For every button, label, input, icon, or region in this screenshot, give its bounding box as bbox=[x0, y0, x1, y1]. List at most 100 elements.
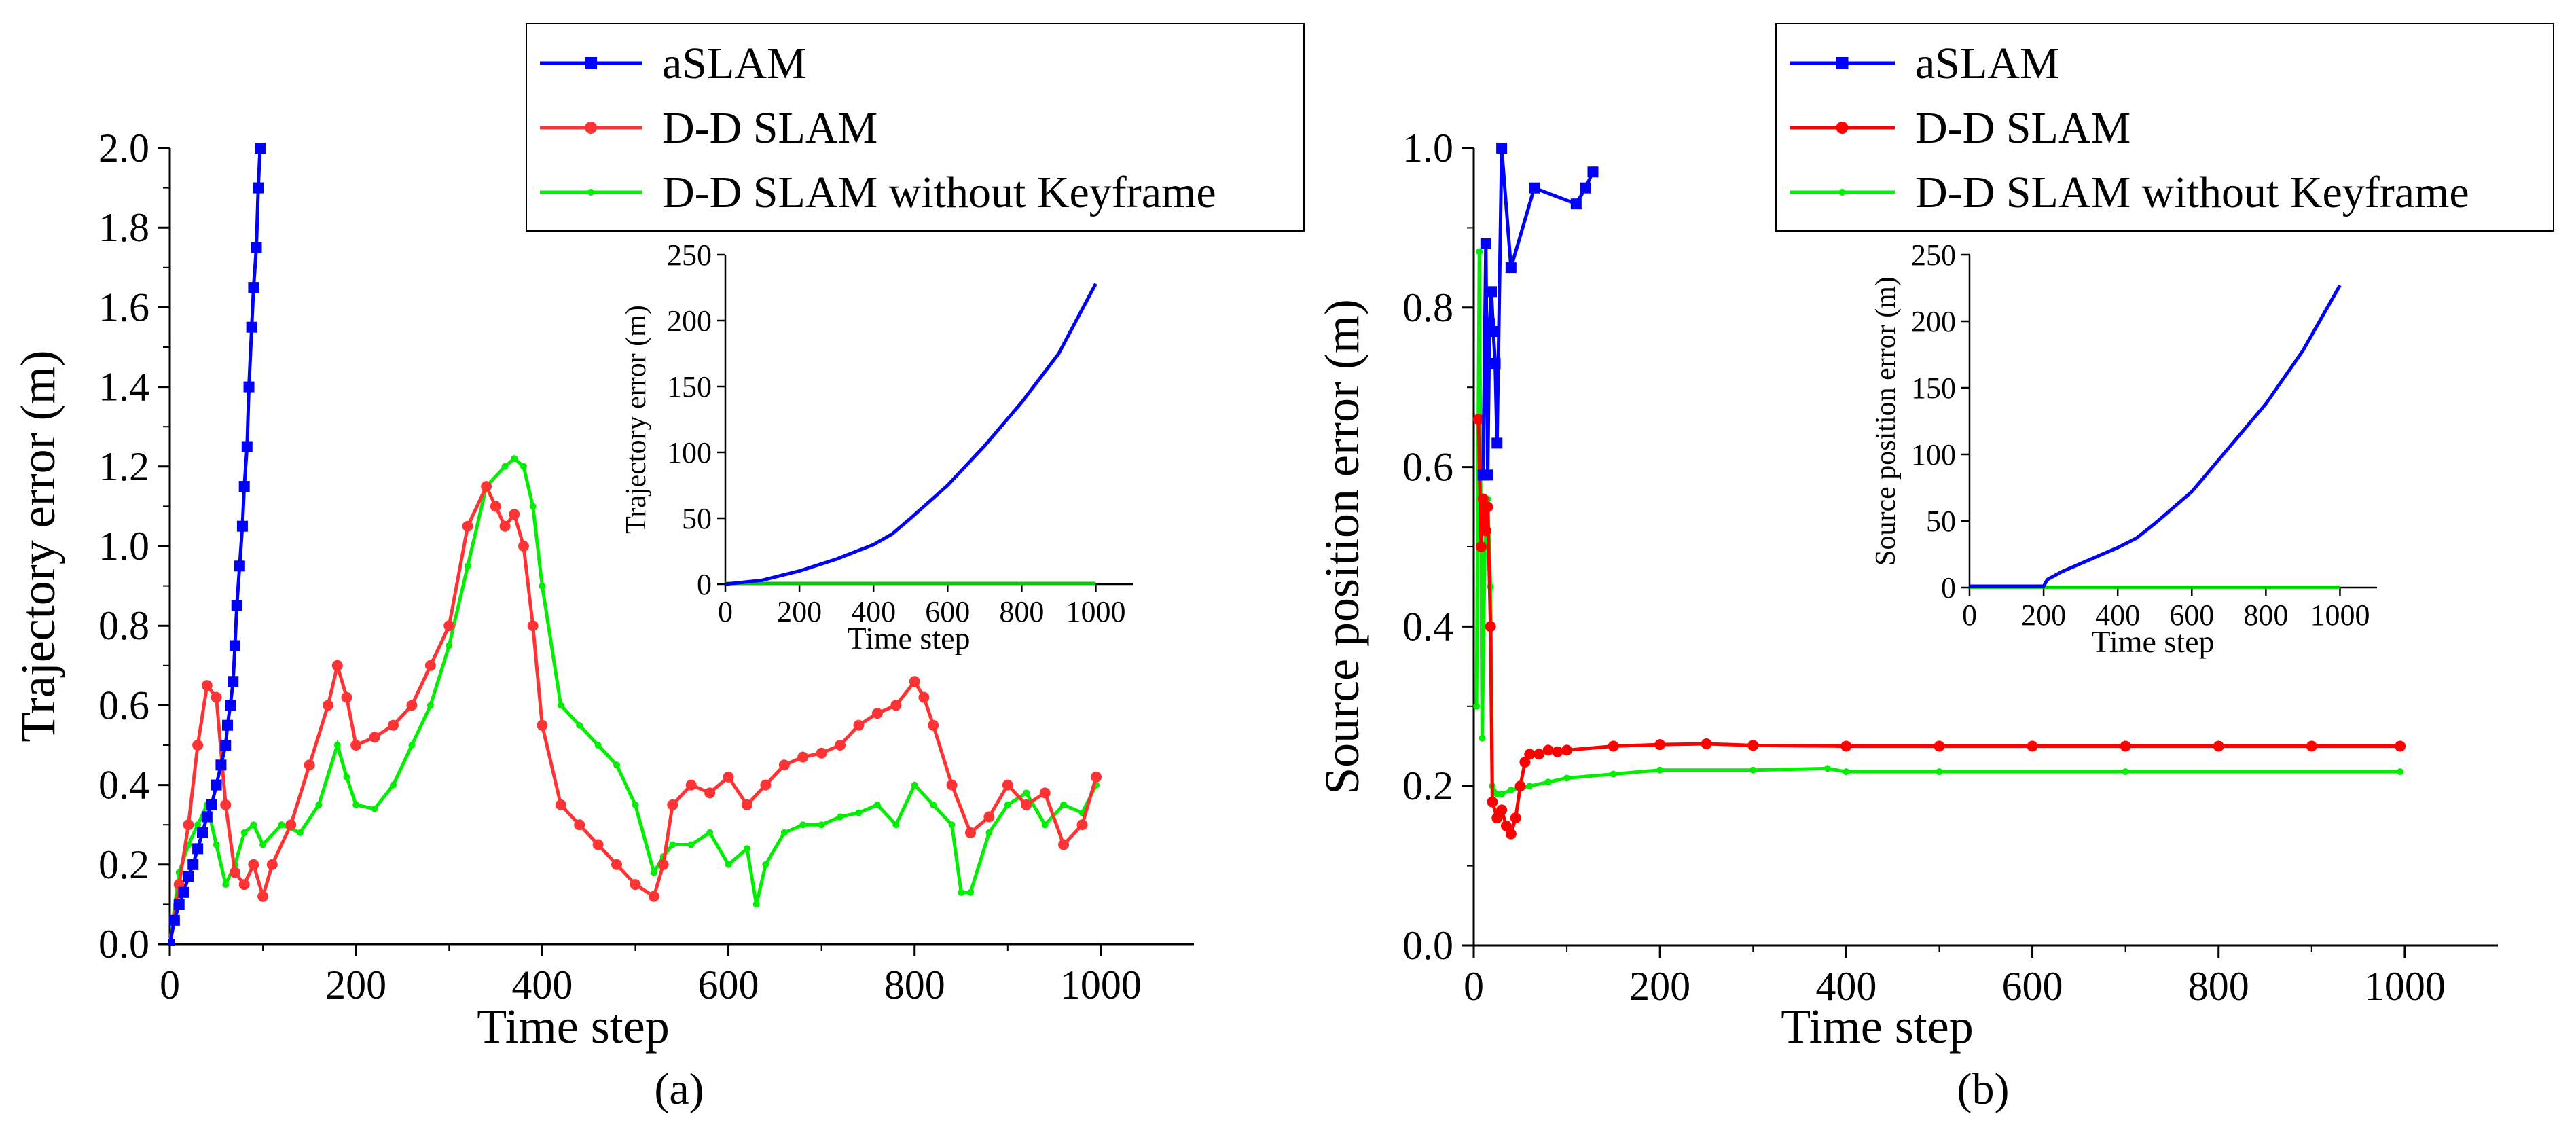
inset-y-tick-label: 150 bbox=[1911, 372, 1956, 405]
data-point bbox=[576, 721, 583, 729]
data-point bbox=[1491, 812, 1503, 824]
data-point bbox=[408, 742, 416, 749]
inset-y-tick-label: 50 bbox=[682, 502, 712, 535]
data-point bbox=[669, 841, 676, 848]
data-point bbox=[741, 799, 752, 810]
data-point bbox=[1587, 166, 1599, 178]
data-point bbox=[388, 719, 399, 731]
data-point bbox=[648, 891, 659, 902]
series-d-d-slam bbox=[168, 481, 1102, 946]
data-point bbox=[657, 859, 669, 870]
x-tick-label: 1000 bbox=[2364, 964, 2446, 1009]
y-tick-label: 1.0 bbox=[98, 524, 149, 569]
inset-y-tick-label: 150 bbox=[667, 370, 712, 403]
data-point bbox=[323, 700, 334, 711]
y-tick-label: 2.0 bbox=[98, 126, 149, 170]
data-point bbox=[1480, 525, 1491, 537]
data-point bbox=[201, 680, 213, 691]
data-point bbox=[183, 819, 194, 831]
data-point bbox=[1486, 286, 1498, 298]
data-point bbox=[1475, 541, 1487, 552]
data-point bbox=[201, 811, 213, 823]
inset-y-tick-label: 250 bbox=[1911, 238, 1956, 272]
data-point bbox=[871, 708, 883, 719]
data-point bbox=[964, 827, 976, 838]
y-tick-label: 1.6 bbox=[98, 285, 149, 329]
panel-a: 0 200 400 600 800 10000.00.20.40.60.81.01.21.… bbox=[11, 23, 1305, 1114]
data-point bbox=[799, 821, 807, 829]
data-point bbox=[427, 702, 434, 709]
data-point bbox=[537, 719, 548, 731]
series-d-d-slam bbox=[1472, 414, 2406, 840]
data-point bbox=[873, 801, 881, 808]
data-point bbox=[257, 891, 269, 902]
data-point bbox=[1039, 787, 1051, 799]
data-point bbox=[331, 660, 343, 671]
data-point bbox=[557, 702, 564, 709]
data-point bbox=[1023, 789, 1030, 797]
inset-x-tick-label: 1000 bbox=[1066, 595, 1125, 628]
data-point bbox=[220, 740, 232, 751]
data-point bbox=[613, 761, 621, 769]
x-tick-label: 0 bbox=[160, 963, 180, 1007]
data-point bbox=[778, 759, 790, 771]
data-point bbox=[211, 779, 222, 791]
data-point bbox=[350, 740, 362, 751]
data-point bbox=[527, 620, 539, 632]
data-point bbox=[1840, 740, 1852, 752]
data-point bbox=[574, 819, 585, 831]
data-point bbox=[248, 282, 259, 293]
inset-chart: 0 200 400 600 800 1000 0 50 100 150 200 250 Time ste… bbox=[1870, 238, 2377, 659]
data-point bbox=[1533, 749, 1544, 760]
data-point bbox=[835, 740, 846, 751]
data-point bbox=[890, 700, 902, 711]
inset-y-axis-label: Source position error (m) bbox=[1870, 276, 1902, 566]
data-point bbox=[192, 843, 204, 855]
data-point bbox=[1747, 740, 1759, 751]
data-point bbox=[853, 719, 865, 731]
data-point bbox=[1482, 469, 1493, 481]
data-point bbox=[228, 676, 239, 687]
data-point bbox=[892, 821, 900, 829]
x-tick-label: 800 bbox=[884, 963, 945, 1007]
series-aslam bbox=[1477, 143, 1599, 481]
data-point bbox=[499, 520, 511, 532]
data-point bbox=[946, 779, 958, 791]
data-point bbox=[1487, 796, 1498, 808]
data-point bbox=[1477, 493, 1489, 505]
x-tick-label: 400 bbox=[1815, 964, 1876, 1009]
data-point bbox=[667, 799, 678, 810]
data-point bbox=[481, 481, 492, 492]
data-point bbox=[529, 503, 537, 510]
inset-x-tick-label: 800 bbox=[2243, 598, 2288, 632]
data-point bbox=[254, 143, 266, 154]
data-point bbox=[650, 869, 657, 876]
data-point bbox=[760, 779, 772, 791]
data-point bbox=[1610, 770, 1617, 778]
data-point bbox=[723, 771, 734, 783]
data-point bbox=[1608, 740, 1619, 752]
data-point bbox=[1749, 766, 1757, 774]
data-point bbox=[1496, 143, 1508, 154]
data-point bbox=[1580, 182, 1591, 194]
data-point bbox=[229, 640, 240, 651]
data-point bbox=[818, 821, 825, 829]
data-point bbox=[248, 859, 259, 870]
data-point bbox=[1060, 801, 1068, 808]
data-point bbox=[253, 182, 264, 194]
inset-y-tick-label: 200 bbox=[1911, 305, 1956, 338]
data-point bbox=[464, 562, 471, 570]
y-tick-label: 1.2 bbox=[98, 444, 149, 489]
data-point bbox=[816, 747, 827, 759]
inset-x-tick-label: 0 bbox=[1962, 598, 1977, 632]
y-tick-label: 1.0 bbox=[1402, 126, 1453, 170]
data-point bbox=[194, 821, 202, 829]
inset-y-tick-label: 0 bbox=[1941, 571, 1956, 605]
inset-y-tick-label: 100 bbox=[1911, 438, 1956, 471]
data-point bbox=[1500, 820, 1512, 831]
data-point bbox=[240, 829, 248, 836]
y-tick-label: 0.0 bbox=[98, 922, 149, 967]
data-point bbox=[762, 861, 769, 868]
inset-x-axis-label: Time step bbox=[847, 621, 970, 655]
data-point bbox=[966, 888, 974, 896]
